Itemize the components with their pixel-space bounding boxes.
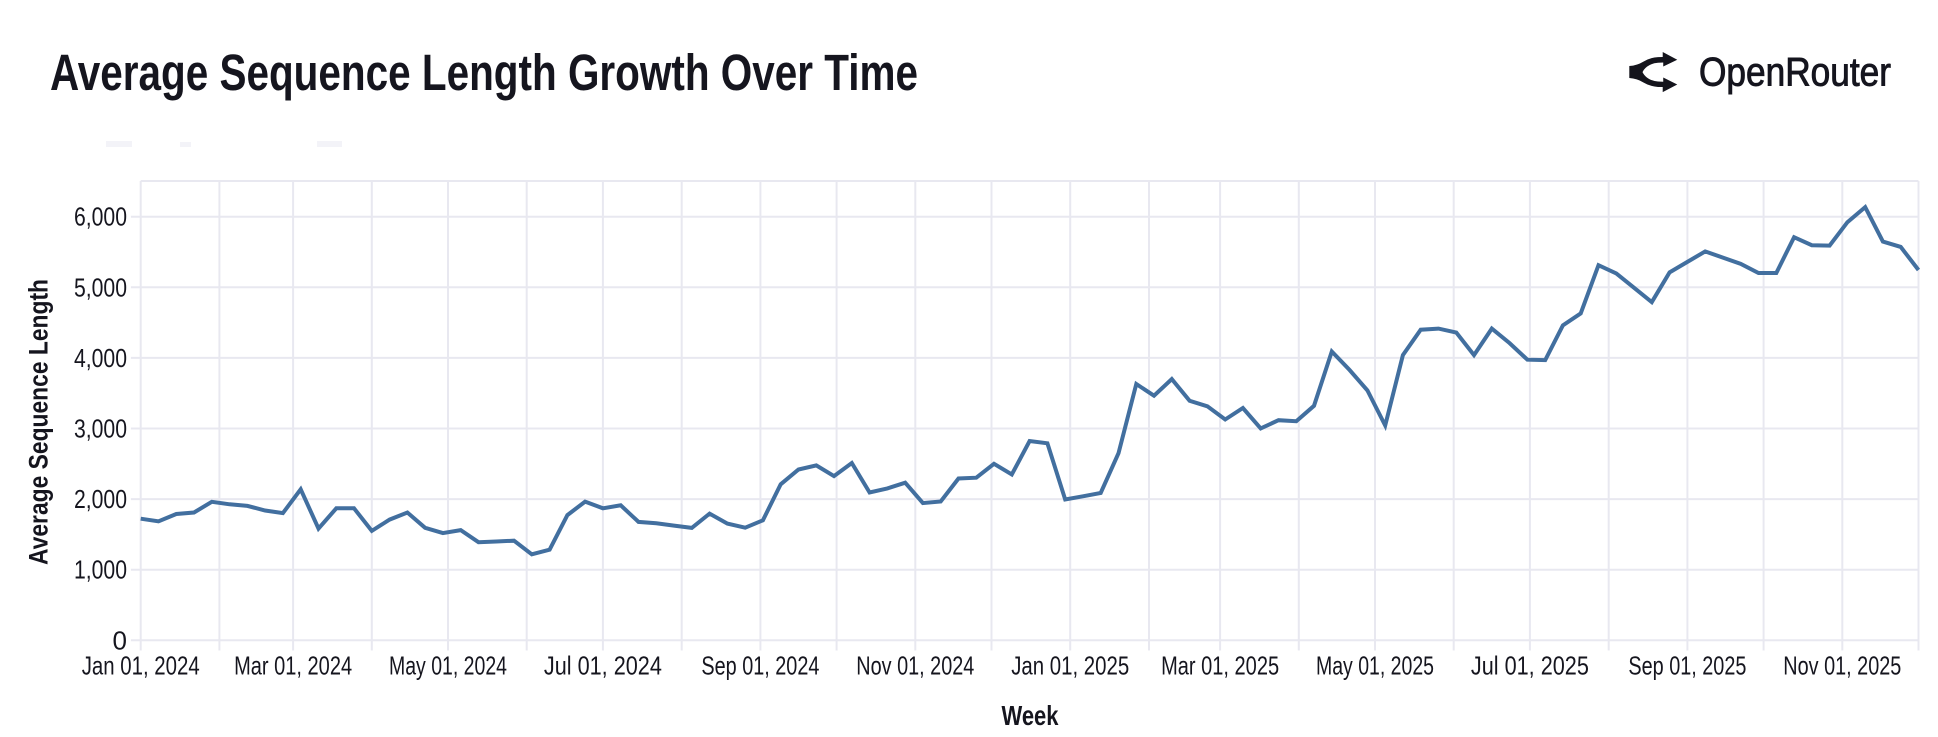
svg-text:1,000: 1,000 (74, 555, 127, 585)
svg-text:Sep 01, 2024: Sep 01, 2024 (701, 651, 819, 681)
svg-text:2,000: 2,000 (74, 484, 127, 514)
svg-text:Mar 01, 2025: Mar 01, 2025 (1161, 651, 1279, 681)
svg-text:Jul 01, 2024: Jul 01, 2024 (544, 651, 662, 681)
svg-text:Nov 01, 2025: Nov 01, 2025 (1783, 651, 1901, 681)
svg-text:Sep 01, 2025: Sep 01, 2025 (1628, 651, 1746, 681)
svg-text:0: 0 (113, 625, 127, 655)
svg-text:5,000: 5,000 (74, 272, 127, 302)
svg-text:Average Sequence Length: Average Sequence Length (24, 279, 54, 565)
svg-text:Mar 01, 2024: Mar 01, 2024 (234, 651, 352, 681)
svg-text:Jan 01, 2024: Jan 01, 2024 (82, 651, 200, 681)
svg-text:Jan 01, 2025: Jan 01, 2025 (1011, 651, 1129, 681)
svg-text:4,000: 4,000 (74, 343, 127, 373)
svg-text:Jul 01, 2025: Jul 01, 2025 (1471, 651, 1589, 681)
svg-text:Average Sequence Length Growth: Average Sequence Length Growth Over Time (50, 44, 918, 101)
svg-text:Week: Week (1002, 700, 1060, 731)
svg-text:May 01, 2024: May 01, 2024 (389, 651, 507, 681)
svg-text:Nov 01, 2024: Nov 01, 2024 (856, 651, 974, 681)
svg-text:6,000: 6,000 (74, 202, 127, 232)
svg-text:OpenRouter: OpenRouter (1699, 51, 1891, 95)
svg-text:May 01, 2025: May 01, 2025 (1316, 651, 1434, 681)
svg-text:3,000: 3,000 (74, 414, 127, 444)
